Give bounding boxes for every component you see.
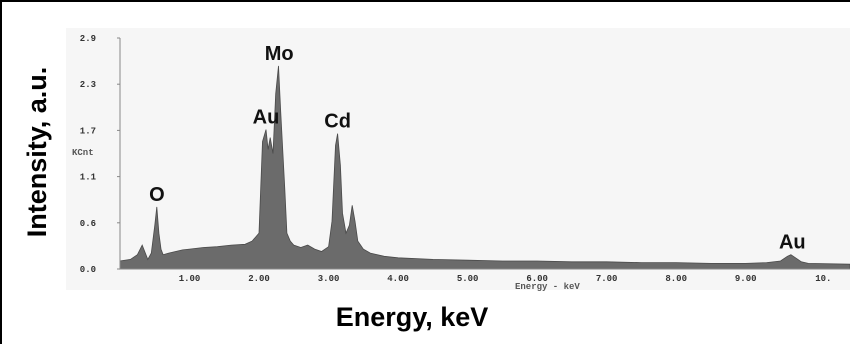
- y-tick-label: 0.0: [80, 265, 96, 275]
- x-tick-label: 1.00: [179, 274, 201, 284]
- plot-background: [66, 28, 850, 290]
- x-tick-label: 10.: [815, 274, 831, 284]
- peak-label-mo: Mo: [265, 43, 294, 65]
- x-axis-title: Energy, keV: [336, 302, 489, 332]
- x-tick-label: 2.00: [248, 274, 270, 284]
- y-tick-label: 1.7: [80, 126, 96, 136]
- x-tick-labels: 1.00 2.00 3.00 4.00 5.00 6.00 7.00 8.00 9.00 10.: [179, 274, 832, 284]
- y-tick-label: 1.1: [80, 173, 97, 183]
- spectrum-series: [119, 65, 850, 270]
- peak-label-au: Au: [779, 232, 806, 254]
- peak-annotations: O Au Mo Cd Au: [149, 43, 806, 254]
- y-tick-label: 0.6: [80, 219, 96, 229]
- peak-label-cd: Cd: [324, 111, 351, 133]
- peak-label-au: Au: [253, 107, 280, 129]
- peak-label-o: O: [149, 184, 165, 206]
- x-tick-label: 7.00: [596, 274, 618, 284]
- y-axis-title: Intensity, a.u.: [22, 67, 52, 238]
- x-tick-label: 8.00: [665, 274, 687, 284]
- x-tick-label: 6.00: [526, 274, 548, 284]
- x-tick-label: 4.00: [387, 274, 409, 284]
- y-tick-label: 2.9: [80, 34, 96, 44]
- kcnt-label: KCnt: [72, 148, 94, 158]
- spectrum-area: [119, 65, 850, 270]
- y-tick-label: 2.3: [80, 80, 96, 90]
- x-tick-label: 5.00: [457, 274, 479, 284]
- x-tick-label: 9.00: [735, 274, 757, 284]
- energy-kev-small-label: Energy - keV: [515, 282, 580, 292]
- x-tick-label: 3.00: [318, 274, 340, 284]
